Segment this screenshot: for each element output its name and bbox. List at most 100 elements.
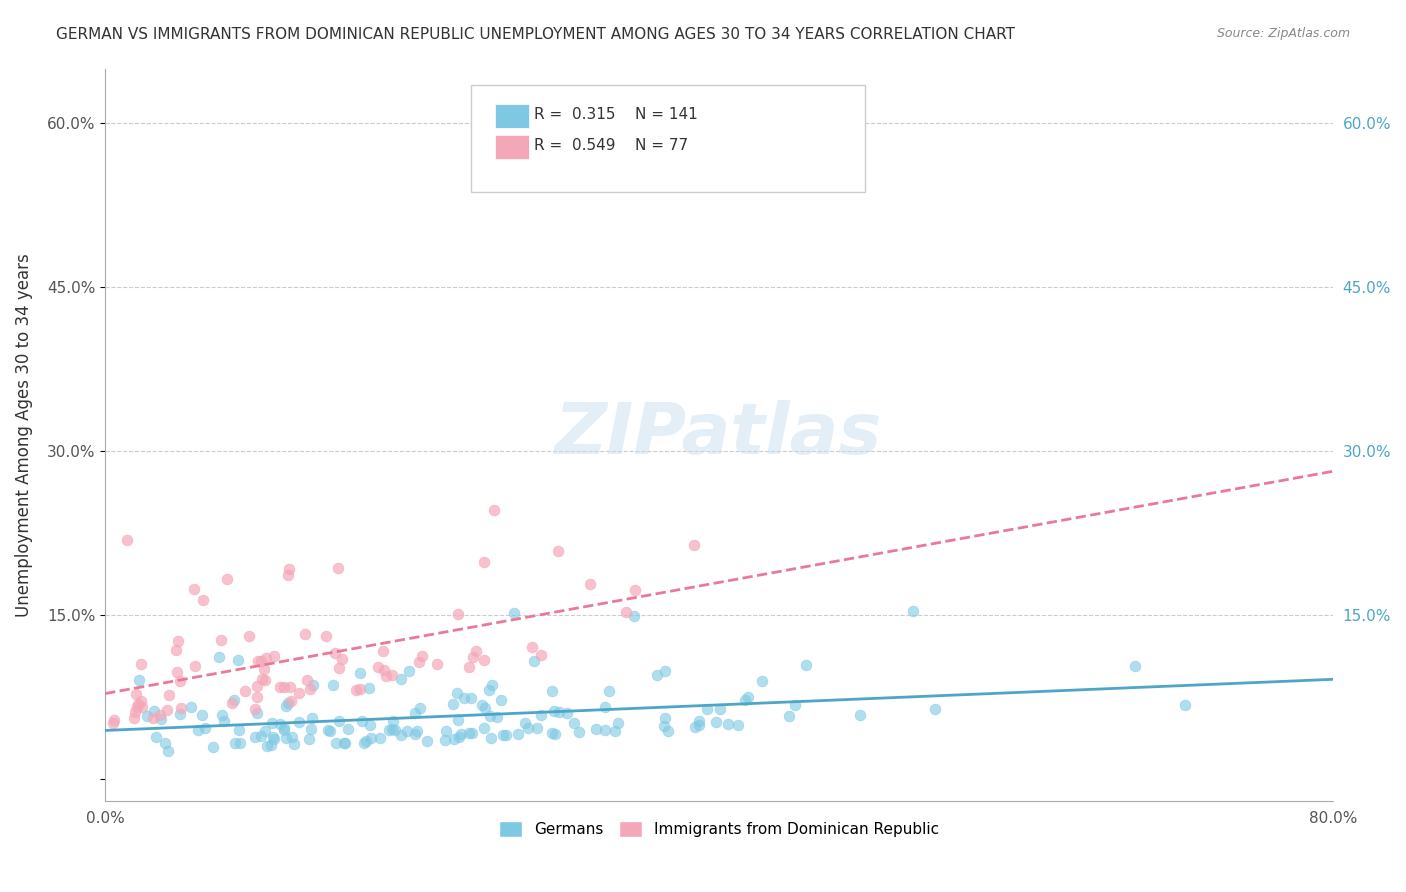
Point	[543, 704, 565, 718]
Point	[453, 690, 475, 705]
Point	[547, 543, 569, 558]
Point	[298, 681, 321, 696]
Point	[623, 608, 645, 623]
Point	[557, 706, 579, 721]
Point	[299, 722, 322, 736]
Point	[325, 646, 347, 660]
Point	[122, 711, 145, 725]
Point	[169, 706, 191, 721]
Point	[408, 656, 430, 670]
Point	[540, 683, 562, 698]
Point	[404, 727, 426, 741]
Point	[530, 707, 553, 722]
Point	[368, 731, 391, 746]
Point	[406, 724, 429, 739]
Point	[506, 727, 529, 741]
Point	[103, 713, 125, 727]
Point	[256, 739, 278, 754]
Point	[316, 723, 339, 737]
Point	[374, 669, 396, 683]
Point	[243, 701, 266, 715]
Point	[359, 681, 381, 695]
Point	[235, 684, 257, 698]
Point	[478, 709, 501, 723]
Point	[349, 666, 371, 681]
Point	[274, 731, 297, 745]
Point	[460, 691, 482, 706]
Point	[238, 629, 260, 643]
Point	[354, 733, 377, 747]
Point	[794, 658, 817, 673]
Point	[614, 606, 637, 620]
Point	[579, 577, 602, 591]
Point	[562, 715, 585, 730]
Point	[183, 582, 205, 596]
Point	[183, 658, 205, 673]
Point	[209, 632, 232, 647]
Point	[250, 654, 273, 668]
Point	[654, 664, 676, 678]
Point	[169, 673, 191, 688]
Point	[129, 694, 152, 708]
Point	[433, 733, 456, 747]
Point	[389, 728, 412, 742]
Point	[530, 648, 553, 662]
Point	[288, 714, 311, 729]
Point	[135, 709, 157, 723]
Point	[269, 716, 291, 731]
Point	[246, 706, 269, 720]
Point	[461, 726, 484, 740]
Point	[332, 736, 354, 750]
Point	[325, 736, 347, 750]
Point	[142, 710, 165, 724]
Text: R =  0.315    N = 141: R = 0.315 N = 141	[534, 107, 697, 121]
Point	[849, 708, 872, 723]
Point	[103, 716, 125, 731]
Point	[408, 701, 430, 715]
Point	[544, 727, 567, 741]
Point	[734, 693, 756, 707]
Point	[485, 710, 508, 724]
Point	[371, 643, 394, 657]
Point	[315, 630, 337, 644]
Point	[472, 653, 495, 667]
Point	[478, 682, 501, 697]
Point	[785, 698, 807, 713]
Point	[516, 721, 538, 735]
Point	[541, 726, 564, 740]
Point	[901, 603, 924, 617]
Point	[127, 697, 149, 711]
Point	[472, 721, 495, 735]
Point	[523, 654, 546, 668]
Point	[479, 731, 502, 745]
Point	[262, 730, 284, 744]
Point	[208, 649, 231, 664]
Point	[624, 583, 647, 598]
Point	[353, 736, 375, 750]
Point	[657, 723, 679, 738]
Point	[367, 660, 389, 674]
Point	[434, 724, 457, 739]
Point	[153, 736, 176, 750]
Point	[269, 680, 291, 694]
Point	[472, 555, 495, 569]
Point	[125, 700, 148, 714]
Text: GERMAN VS IMMIGRANTS FROM DOMINICAN REPUBLIC UNEMPLOYMENT AMONG AGES 30 TO 34 YE: GERMAN VS IMMIGRANTS FROM DOMINICAN REPU…	[56, 27, 1015, 42]
Point	[221, 696, 243, 710]
Point	[143, 704, 166, 718]
Point	[603, 723, 626, 738]
Point	[166, 665, 188, 679]
Point	[458, 660, 481, 674]
Point	[298, 731, 321, 746]
Point	[330, 652, 353, 666]
Point	[709, 702, 731, 716]
Point	[520, 640, 543, 654]
Point	[471, 698, 494, 713]
Point	[381, 714, 404, 728]
Point	[156, 703, 179, 717]
Point	[277, 567, 299, 582]
Point	[381, 722, 404, 736]
Text: Source: ZipAtlas.com: Source: ZipAtlas.com	[1216, 27, 1350, 40]
Point	[249, 729, 271, 743]
Point	[131, 699, 153, 714]
